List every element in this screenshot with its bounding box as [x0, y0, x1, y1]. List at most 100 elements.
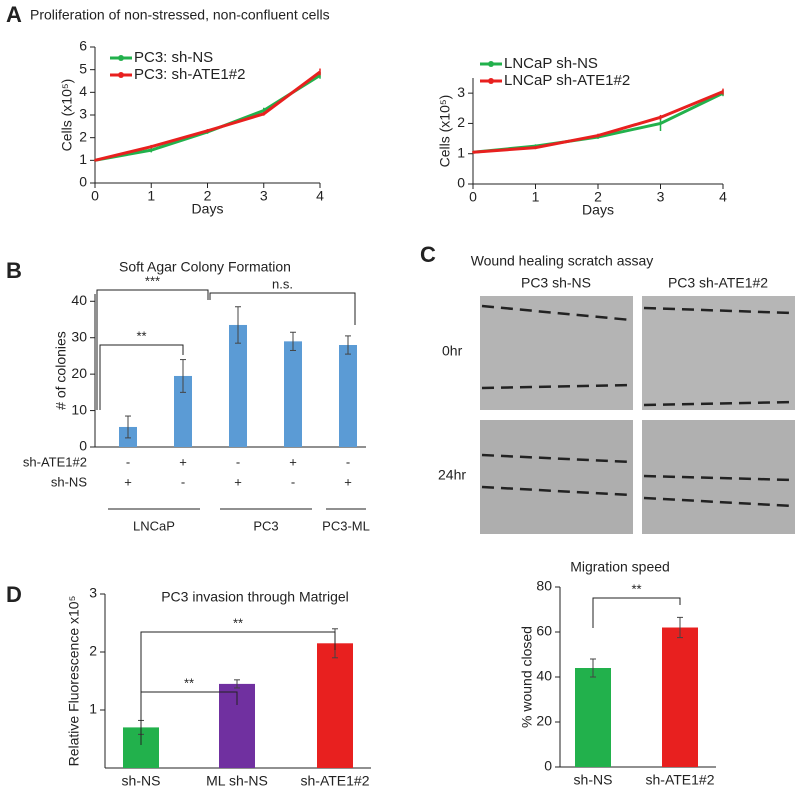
legend-label: PC3: sh-ATE1#2 — [134, 66, 245, 83]
x-tick-label: 0 — [91, 188, 99, 204]
chart-title: PC3 invasion through Matrigel — [161, 589, 349, 605]
y-tick-label: 5 — [79, 60, 87, 76]
y-tick-label: 3 — [457, 84, 465, 100]
panel-label: C — [420, 242, 436, 267]
micrograph — [480, 296, 633, 410]
condition-value: + — [289, 454, 297, 469]
y-tick-label: 40 — [536, 668, 552, 684]
condition-value: - — [181, 474, 185, 489]
group-label: PC3-ML — [322, 518, 370, 533]
legend-marker — [118, 55, 124, 61]
x-tick-label: sh-ATE1#2 — [301, 773, 370, 789]
y-tick-label: 0 — [544, 758, 552, 774]
micrograph — [642, 296, 795, 410]
column-label: PC3 sh-NS — [521, 275, 591, 291]
y-tick-label: 0 — [457, 175, 465, 191]
y-tick-label: 1 — [89, 701, 97, 717]
bar — [575, 668, 611, 767]
x-tick-label: sh-NS — [574, 772, 613, 788]
significance-bracket — [209, 292, 356, 325]
y-tick-label: 1 — [79, 151, 87, 167]
panel-label: B — [6, 258, 22, 283]
y-tick-label: 0 — [79, 438, 87, 454]
y-tick-label: 3 — [89, 585, 97, 601]
significance-bracket — [96, 289, 209, 410]
significance-label: *** — [145, 273, 160, 288]
bar — [339, 345, 357, 447]
wound-edge — [481, 453, 632, 464]
wound-edge — [481, 383, 632, 390]
x-tick-label: 1 — [147, 188, 155, 204]
panel-label: D — [6, 582, 22, 607]
panel-label: A — [6, 2, 22, 27]
condition-value: + — [179, 454, 187, 469]
x-tick-label: 3 — [260, 188, 268, 204]
bar — [662, 627, 698, 767]
y-axis-label: Cells (x10⁵) — [437, 95, 453, 168]
x-tick-label: 0 — [469, 189, 477, 205]
condition-value: - — [236, 454, 240, 469]
legend-marker — [488, 61, 494, 67]
row-label: 0hr — [442, 343, 463, 359]
y-tick-label: 3 — [79, 106, 87, 122]
x-axis-label: Days — [192, 201, 224, 217]
x-tick-label: 2 — [204, 188, 212, 204]
y-tick-label: 2 — [89, 643, 97, 659]
y-axis-label: Cells (x10⁵) — [59, 79, 75, 152]
y-tick-label: 0 — [79, 174, 87, 190]
bar — [317, 643, 353, 768]
y-axis-label: Relative Fluorescence x10⁵ — [66, 596, 82, 767]
wound-edge — [481, 304, 632, 322]
group-label: LNCaP — [133, 518, 175, 533]
y-tick-label: 20 — [536, 713, 552, 729]
legend-label: LNCaP sh-NS — [504, 55, 598, 72]
series-line — [94, 70, 321, 162]
x-tick-label: sh-ATE1#2 — [646, 772, 715, 788]
y-tick-label: 30 — [71, 328, 87, 344]
condition-value: + — [344, 474, 352, 489]
micrograph — [480, 420, 633, 534]
group-label: PC3 — [253, 518, 278, 533]
significance-bracket — [99, 344, 184, 410]
significance-bracket — [140, 631, 336, 745]
wound-edge — [643, 496, 794, 508]
legend-marker — [488, 78, 494, 84]
bar — [284, 341, 302, 447]
wound-edge — [643, 474, 794, 482]
y-tick-label: 60 — [536, 623, 552, 639]
x-tick-label: 1 — [532, 189, 540, 205]
panel-title: Wound healing scratch assay — [471, 253, 654, 269]
significance-label: ** — [631, 581, 641, 596]
chart-title: Soft Agar Colony Formation — [119, 259, 291, 275]
significance-bracket — [592, 597, 681, 628]
wound-edge — [643, 306, 794, 315]
y-tick-label: 2 — [457, 114, 465, 130]
condition-value: + — [234, 474, 242, 489]
y-axis-label: % wound closed — [519, 626, 535, 728]
significance-label: n.s. — [272, 276, 293, 291]
x-tick-label: 4 — [316, 188, 324, 204]
y-tick-label: 20 — [71, 365, 87, 381]
x-tick-label: 3 — [657, 189, 665, 205]
condition-name: sh-NS — [51, 474, 87, 489]
x-tick-label: 2 — [594, 189, 602, 205]
legend-marker — [118, 72, 124, 78]
y-tick-label: 6 — [79, 38, 87, 54]
series-line — [472, 90, 724, 154]
wound-edge — [481, 485, 632, 497]
legend-label: LNCaP sh-ATE1#2 — [504, 72, 630, 89]
x-tick-label: sh-NS — [122, 773, 161, 789]
condition-value: + — [124, 474, 132, 489]
micrographs — [480, 296, 795, 534]
bar — [229, 324, 247, 447]
y-tick-label: 2 — [79, 128, 87, 144]
y-tick-label: 10 — [71, 401, 87, 417]
x-tick-label: 4 — [719, 189, 727, 205]
significance-label: ** — [184, 675, 194, 690]
y-tick-label: 80 — [536, 578, 552, 594]
y-axis-label: # of colonies — [53, 331, 69, 410]
y-tick-label: 40 — [71, 292, 87, 308]
condition-name: sh-ATE1#2 — [23, 454, 87, 469]
series-line — [472, 91, 724, 154]
